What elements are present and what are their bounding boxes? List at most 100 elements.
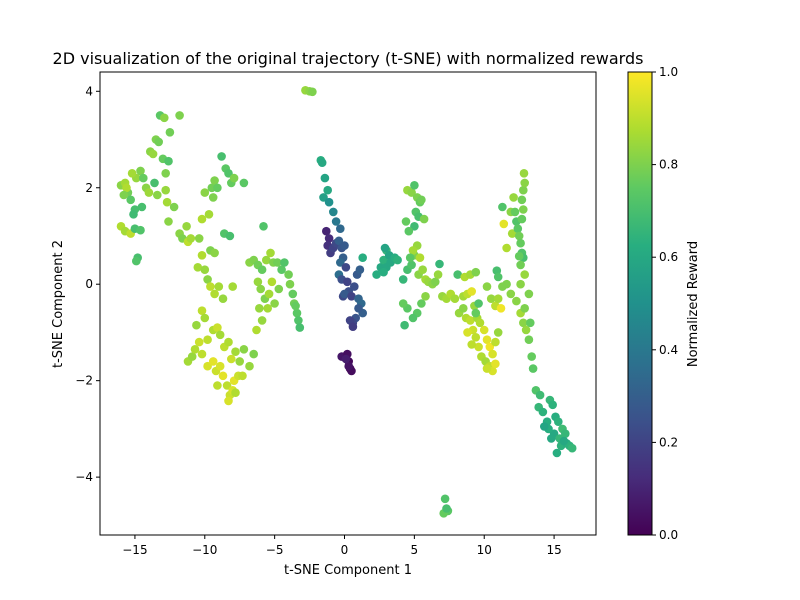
data-point: [252, 325, 261, 335]
data-point: [197, 251, 207, 260]
data-point: [498, 202, 507, 212]
data-point: [122, 183, 131, 193]
data-point: [192, 320, 201, 330]
plot-frame: [99, 71, 597, 536]
data-point: [516, 238, 525, 248]
data-point: [453, 270, 463, 279]
data-point: [408, 313, 418, 323]
data-point: [552, 448, 562, 458]
data-point: [222, 381, 232, 390]
colorbar-label: Normalized Reward: [686, 241, 701, 367]
data-point: [475, 318, 485, 328]
y-tick-label: 2: [85, 181, 93, 195]
data-point: [277, 265, 286, 275]
data-point: [512, 296, 521, 306]
data-point: [341, 354, 351, 364]
data-point: [491, 337, 500, 347]
data-point: [493, 328, 503, 337]
data-point: [344, 361, 354, 371]
data-point: [519, 205, 528, 214]
data-point: [136, 166, 145, 176]
data-point: [197, 214, 207, 224]
data-point: [419, 214, 429, 224]
data-point: [418, 265, 428, 275]
data-point: [547, 434, 556, 443]
data-point: [485, 342, 495, 352]
data-point: [408, 246, 418, 255]
data-point: [467, 340, 477, 349]
data-point: [482, 335, 492, 345]
data-point: [528, 364, 538, 373]
data-point: [215, 361, 225, 371]
data-point: [224, 337, 233, 347]
data-point: [410, 181, 419, 190]
data-point: [379, 267, 388, 277]
data-point: [228, 282, 237, 291]
colorbar-tick-label: 0.2: [659, 435, 678, 449]
data-point: [217, 152, 226, 161]
data-point: [520, 270, 529, 279]
data-point: [182, 222, 191, 231]
data-point: [400, 320, 409, 330]
data-point: [295, 323, 305, 332]
data-point: [200, 265, 210, 275]
data-point: [524, 289, 534, 299]
data-point: [227, 354, 236, 364]
data-point: [263, 304, 273, 313]
data-point: [393, 255, 402, 265]
data-point: [245, 361, 254, 371]
data-point: [257, 265, 267, 275]
data-point: [203, 361, 212, 371]
data-point: [137, 202, 147, 212]
data-point: [516, 279, 525, 289]
data-point: [144, 188, 154, 197]
data-point: [417, 299, 426, 308]
data-point: [482, 364, 492, 373]
data-point: [471, 267, 481, 277]
data-point: [482, 282, 492, 291]
data-point: [567, 443, 577, 453]
data-point: [433, 270, 443, 279]
data-point: [491, 359, 500, 369]
data-point: [548, 400, 557, 410]
data-point: [229, 173, 239, 183]
data-point: [292, 308, 302, 318]
data-point: [126, 195, 135, 205]
data-point: [323, 185, 333, 195]
colorbar-tick-label: 0.8: [659, 158, 678, 172]
data-point: [496, 304, 506, 313]
data-point: [161, 185, 170, 195]
data-point: [239, 345, 249, 354]
data-point: [479, 325, 489, 335]
data-point: [274, 284, 284, 294]
data-point: [493, 272, 503, 282]
data-point: [132, 256, 141, 266]
x-tick-label: −5: [266, 543, 284, 557]
data-point: [407, 188, 416, 197]
data-point: [435, 259, 444, 269]
data-point: [519, 185, 528, 195]
data-point: [317, 158, 327, 167]
data-point: [348, 322, 358, 332]
data-point: [410, 222, 419, 231]
data-point: [493, 294, 503, 304]
data-point: [204, 210, 214, 219]
data-point: [267, 277, 277, 287]
data-point: [197, 306, 207, 316]
data-point: [559, 436, 569, 446]
data-point: [153, 190, 162, 200]
data-point: [509, 193, 518, 202]
data-point: [213, 323, 222, 332]
data-point: [540, 422, 549, 431]
data-point: [225, 231, 235, 241]
data-point: [193, 263, 203, 272]
data-point: [506, 289, 516, 299]
x-axis-label: t-SNE Component 1: [284, 563, 412, 578]
scatter-points: [116, 86, 577, 518]
data-point: [284, 270, 293, 279]
data-point: [471, 333, 481, 342]
data-point: [519, 318, 528, 328]
data-point: [440, 494, 450, 504]
data-point: [129, 210, 138, 219]
